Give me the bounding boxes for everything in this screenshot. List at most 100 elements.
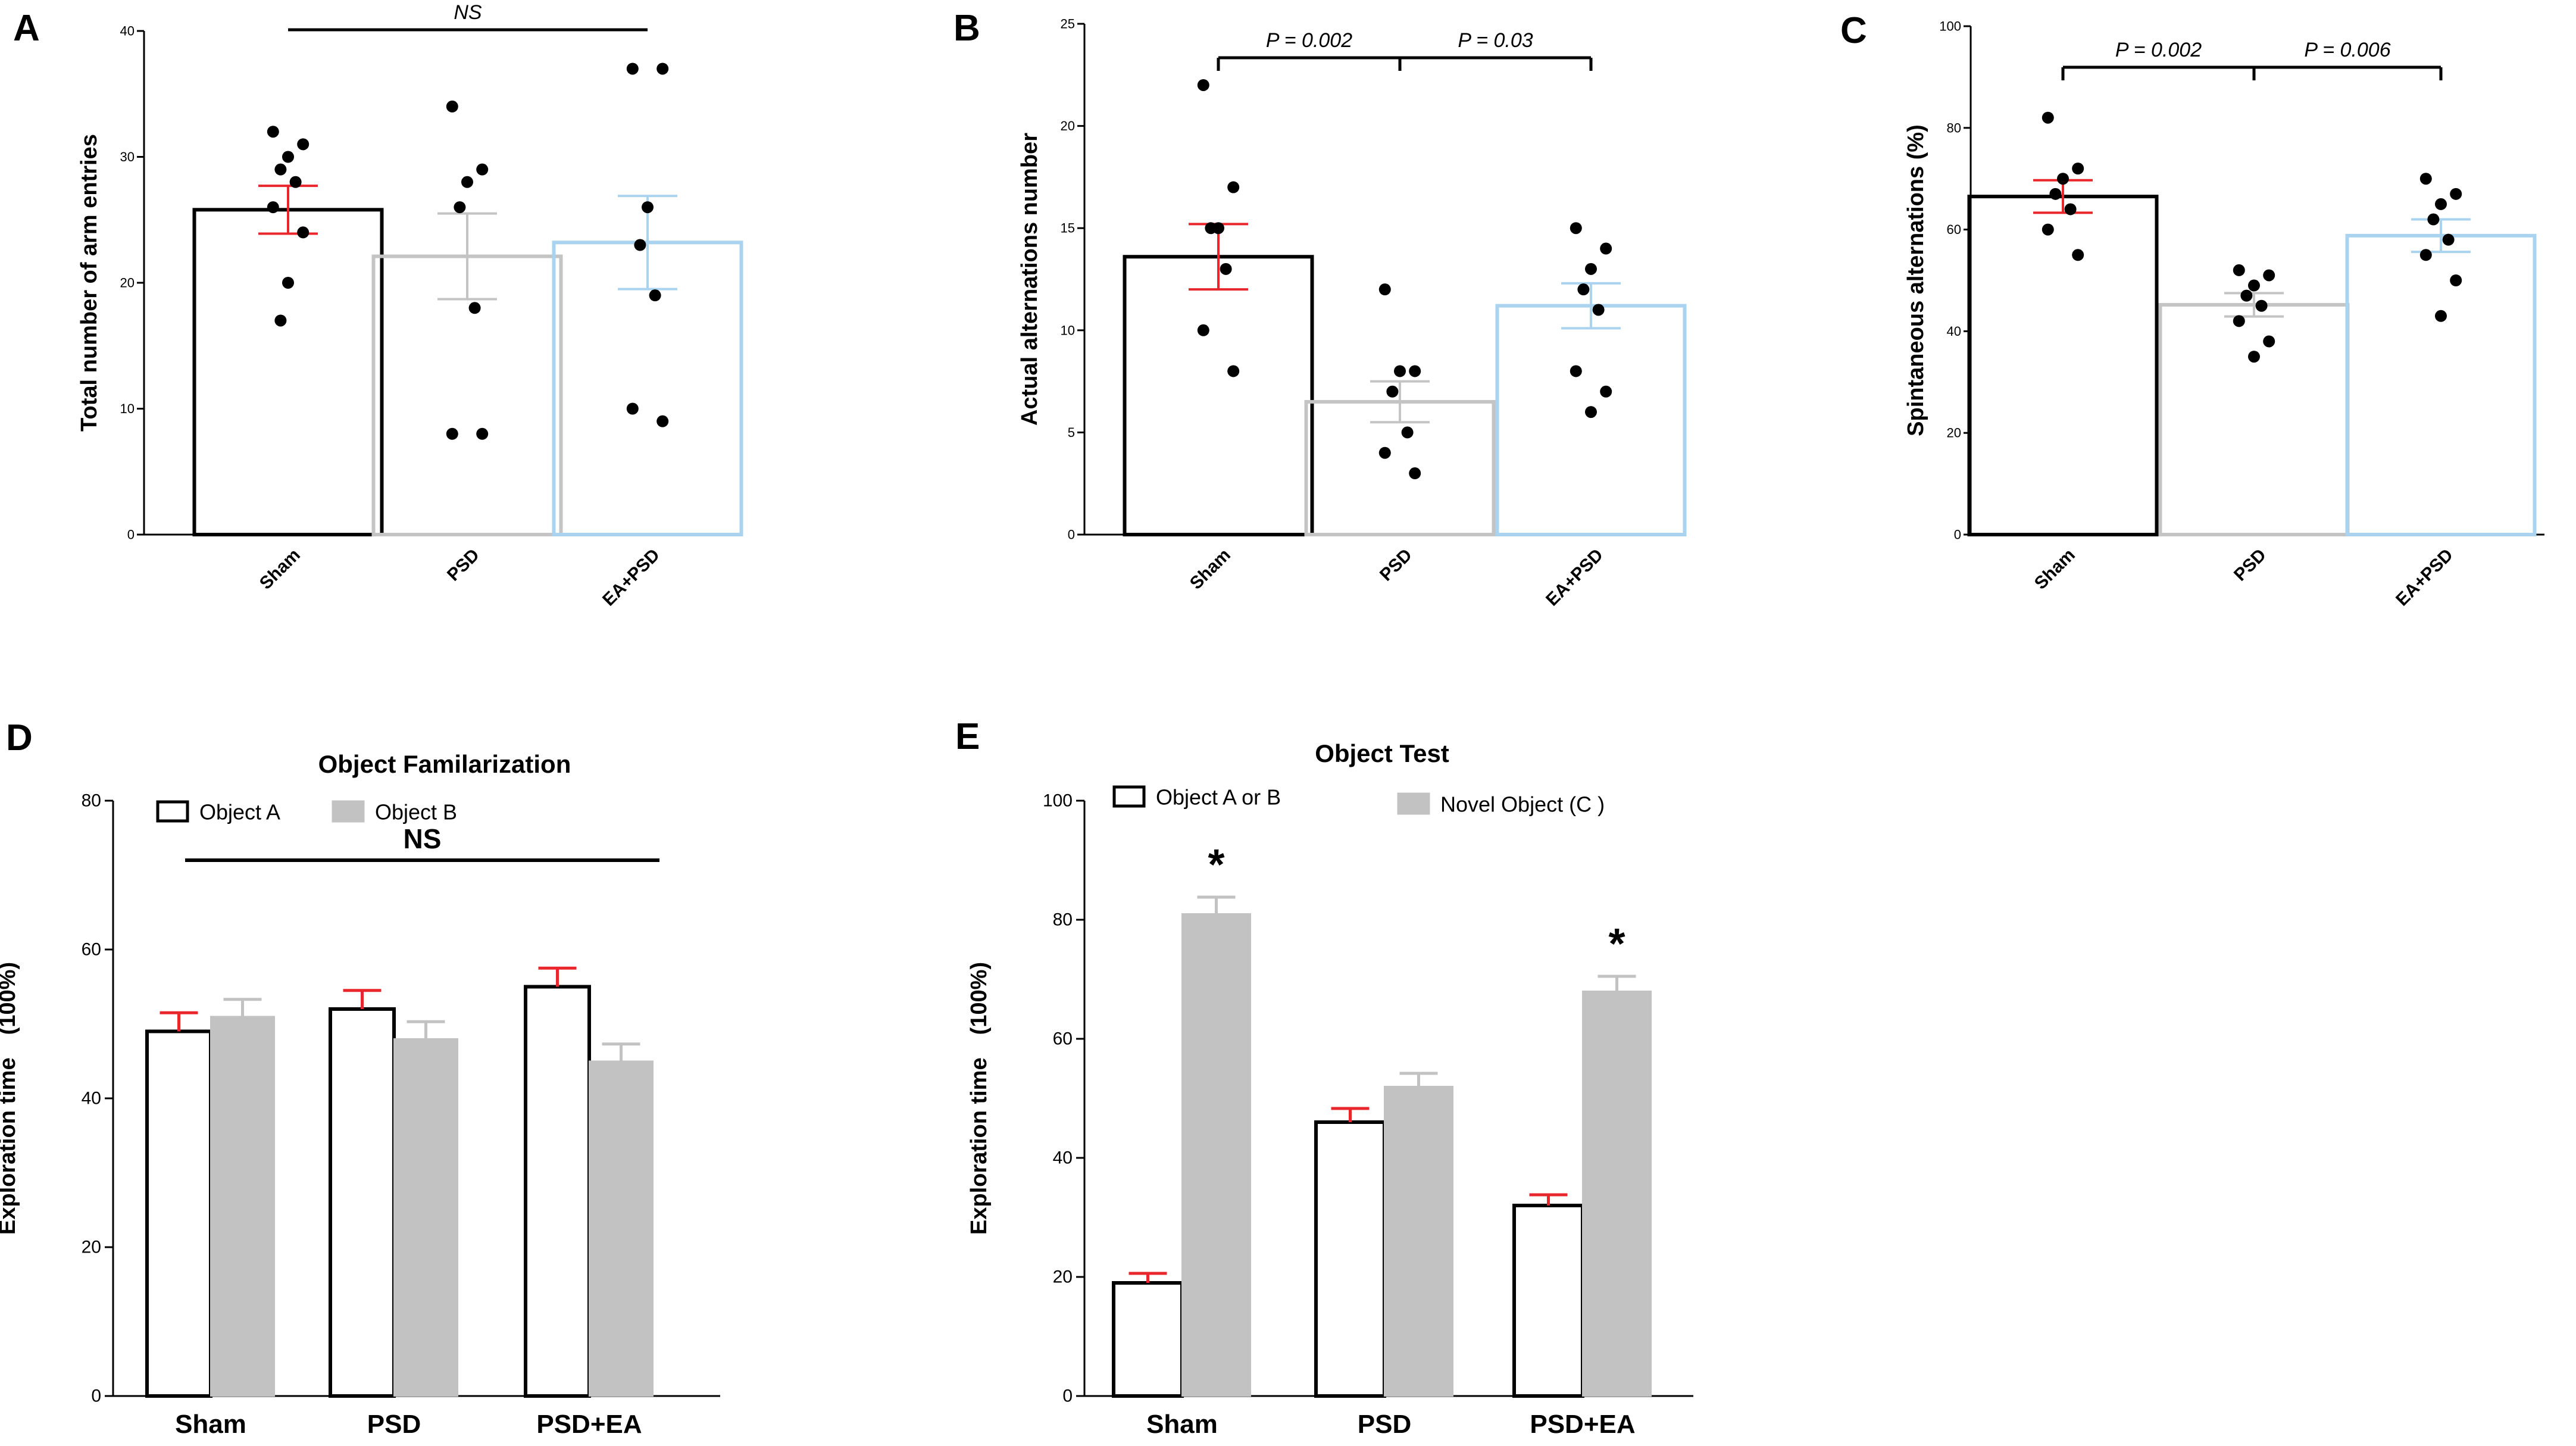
panel-label: A xyxy=(13,8,40,49)
data-point xyxy=(2233,315,2245,327)
y-tick-label: 0 xyxy=(127,527,135,542)
data-point xyxy=(1577,283,1590,296)
y-tick-label: 40 xyxy=(82,1089,101,1108)
bar-object-a-or-b xyxy=(1512,1204,1584,1398)
bar-sham xyxy=(192,208,384,536)
data-point xyxy=(446,100,458,113)
ns-label: NS xyxy=(404,823,442,854)
x-tick-label: EA+PSD xyxy=(2392,545,2457,610)
y-tick-label: 20 xyxy=(82,1238,101,1257)
data-point xyxy=(656,415,669,427)
panel-d: D 0 20 40 60 80 Exploration time (100%) Object … xyxy=(0,717,720,1439)
data-point xyxy=(461,176,473,188)
y-tick-label: 0 xyxy=(1068,527,1075,542)
y-tick-label: 100 xyxy=(1939,19,1961,34)
bar-object-b xyxy=(589,1060,654,1397)
data-point xyxy=(642,201,654,214)
panel-label: E xyxy=(955,716,980,757)
x-tick-label: PSD xyxy=(443,545,483,585)
y-axis-title: Exploration time (100%) xyxy=(967,962,992,1235)
y-axis-title: Exploration time (100%) xyxy=(0,962,20,1235)
data-point xyxy=(634,239,646,251)
significance-label: P = 0.006 xyxy=(2304,39,2390,61)
legend-label: Object A xyxy=(199,800,280,824)
legend-swatch xyxy=(156,800,189,823)
y-tick-label: 40 xyxy=(1053,1148,1073,1168)
y-tick-label: 10 xyxy=(1061,323,1075,338)
bar-novel-object-c- xyxy=(1582,991,1652,1397)
data-point xyxy=(2072,163,2084,175)
data-point xyxy=(282,151,294,163)
data-point xyxy=(2263,269,2275,282)
data-point xyxy=(1600,242,1612,255)
significance-label: P = 0.03 xyxy=(1458,29,1533,52)
y-axis-title: Actual alternations number xyxy=(1017,133,1042,426)
chart-title: Object Familarization xyxy=(318,750,571,778)
bar-sham xyxy=(1123,255,1314,536)
bar-object-a-or-b xyxy=(1314,1120,1386,1398)
x-tick-label: Sham xyxy=(1186,545,1234,594)
panel-e: E 0 20 40 60 80 100 Exploration time (100%) Obje… xyxy=(955,716,1693,1439)
panel-label: D xyxy=(6,717,33,758)
data-point xyxy=(1227,365,1240,377)
y-tick-label: 80 xyxy=(1947,120,1961,135)
y-tick-label: 0 xyxy=(1062,1386,1073,1406)
data-point xyxy=(1205,222,1217,235)
data-point xyxy=(1378,446,1391,459)
data-point xyxy=(267,201,279,214)
x-tick-label: Sham xyxy=(1146,1410,1218,1439)
y-tick-label: 20 xyxy=(1061,118,1075,133)
x-tick-label: PSD xyxy=(1376,545,1416,585)
x-tick-label: Sham xyxy=(256,545,304,594)
data-point xyxy=(2248,279,2260,292)
data-point xyxy=(2072,249,2084,261)
y-tick-label: 60 xyxy=(82,940,101,960)
data-point xyxy=(1409,467,1421,480)
bar-object-a-or-b xyxy=(1112,1281,1184,1398)
data-point xyxy=(656,63,669,75)
y-tick-label: 0 xyxy=(91,1386,101,1406)
data-point xyxy=(2435,310,2447,322)
data-point xyxy=(2233,264,2245,276)
data-point xyxy=(1220,263,1232,275)
data-point xyxy=(1570,365,1582,377)
data-point xyxy=(2435,198,2447,210)
data-point xyxy=(1570,222,1582,235)
legend-swatch xyxy=(332,800,365,823)
data-point xyxy=(2057,173,2069,185)
data-point xyxy=(2419,249,2432,261)
y-axis-title: Spintaneous alternations (%) xyxy=(1903,124,1928,436)
data-point xyxy=(649,289,661,302)
data-point xyxy=(274,163,287,176)
bar-novel-object-c- xyxy=(1384,1086,1453,1397)
bar-object-b xyxy=(210,1016,275,1397)
y-tick-label: 25 xyxy=(1061,17,1075,32)
bar-novel-object-c- xyxy=(1181,913,1251,1397)
bar-object-b xyxy=(393,1038,458,1397)
data-point xyxy=(282,277,294,289)
bar-ea-psd xyxy=(1495,304,1687,537)
y-tick-label: 5 xyxy=(1068,425,1075,440)
data-point xyxy=(2442,233,2455,246)
y-axis-title: Total number of arm entries xyxy=(77,134,102,432)
panel-label: C xyxy=(1840,10,1867,51)
data-point xyxy=(1409,365,1421,377)
bar-object-a xyxy=(145,1029,212,1398)
data-point xyxy=(297,138,310,151)
y-tick-label: 10 xyxy=(120,401,135,416)
panel-a: A 0 10 20 30 40 Total number of arm entries Sha… xyxy=(13,1,743,610)
panel-c: C 0 20 40 60 80 100 Spintaneous alternations (%… xyxy=(1840,10,2544,610)
y-tick-label: 40 xyxy=(120,24,135,39)
bar-ea-psd xyxy=(2345,233,2537,536)
significance-label: P = 0.002 xyxy=(1266,29,1352,52)
data-point xyxy=(1401,426,1414,439)
bar-object-a xyxy=(329,1007,396,1398)
legend-label: Novel Object (C ) xyxy=(1440,792,1605,817)
y-tick-label: 0 xyxy=(1954,527,1961,542)
data-point xyxy=(1592,304,1605,316)
data-point xyxy=(2450,274,2462,286)
data-point xyxy=(2064,203,2077,216)
x-tick-label: PSD xyxy=(367,1410,421,1439)
legend-label: Object B xyxy=(375,800,457,824)
